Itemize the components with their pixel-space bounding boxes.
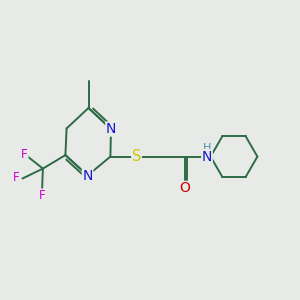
Text: N: N [82, 169, 93, 182]
Text: F: F [39, 189, 46, 202]
Text: H: H [203, 142, 211, 153]
Text: F: F [21, 148, 28, 161]
Text: F: F [13, 171, 19, 184]
Text: S: S [132, 149, 141, 164]
Text: N: N [106, 122, 116, 136]
Text: O: O [179, 182, 190, 195]
Text: N: N [202, 150, 212, 164]
